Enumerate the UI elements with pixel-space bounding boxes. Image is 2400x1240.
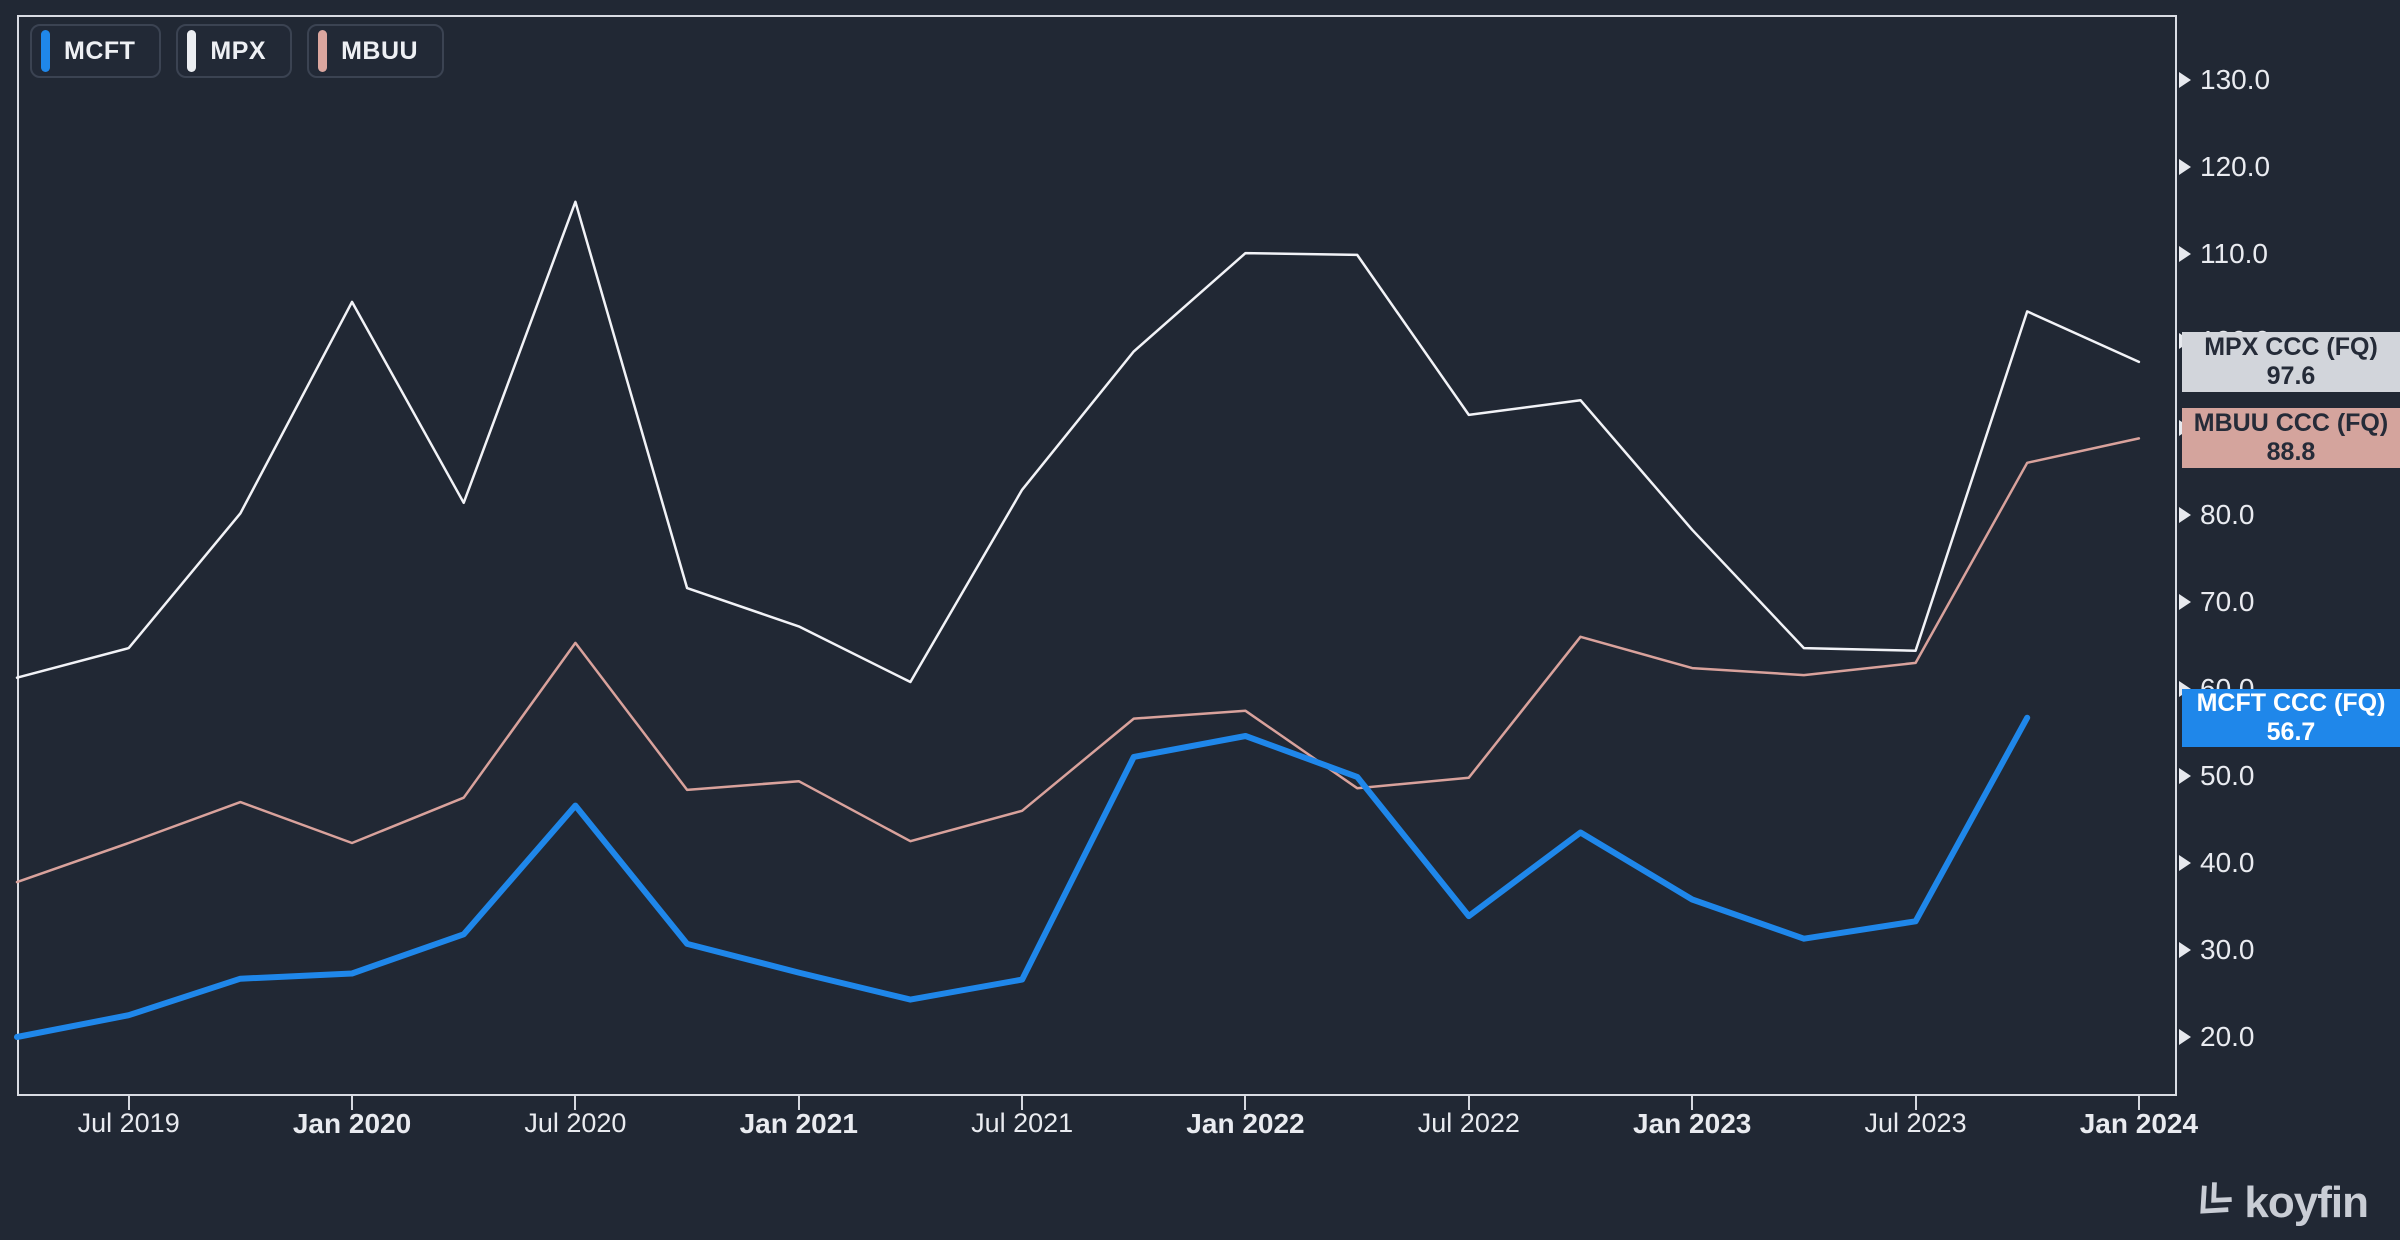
y-tick-arrow <box>2179 246 2191 262</box>
plot-area-border <box>17 15 2177 1096</box>
legend-color-bar <box>41 30 50 72</box>
x-tick-mark <box>797 1096 800 1110</box>
x-tick-mark <box>574 1096 577 1110</box>
legend-chip-mpx[interactable]: MPX <box>176 24 293 78</box>
x-tick-mark <box>1244 1096 1247 1110</box>
x-tick-label: Jan 2020 <box>292 1108 412 1139</box>
koyfin-watermark: koyfin <box>2188 1178 2369 1228</box>
y-tick-arrow <box>2179 942 2191 958</box>
series-value-label-title: MBUU CCC (FQ) <box>2193 409 2389 438</box>
series-value-label-mbuu: MBUU CCC (FQ) 88.8 <box>2182 408 2400 469</box>
x-tick-mark <box>1021 1096 1024 1110</box>
legend-chip-mcft[interactable]: MCFT <box>30 24 162 78</box>
x-tick-label: Jul 2023 <box>1864 1108 1967 1138</box>
y-tick-label: 20.0 <box>2200 1021 2255 1052</box>
x-tick-mark <box>127 1096 130 1110</box>
y-tick-label: 30.0 <box>2200 934 2255 965</box>
x-tick-mark <box>351 1096 354 1110</box>
y-tick-label: 50.0 <box>2200 760 2255 791</box>
y-tick-arrow <box>2179 159 2191 175</box>
x-tick-mark <box>1691 1096 1694 1110</box>
x-tick-label: Jul 2022 <box>1417 1108 1520 1138</box>
x-tick-label: Jan 2024 <box>2079 1108 2199 1139</box>
y-tick-arrow <box>2179 1029 2191 1045</box>
series-value-label-title: MCFT CCC (FQ) <box>2196 688 2386 717</box>
chart-canvas[interactable] <box>14 15 2177 1096</box>
x-tick-mark <box>1914 1096 1917 1110</box>
legend-color-bar <box>187 30 197 72</box>
series-line-mcft <box>14 714 2031 1040</box>
y-tick-arrow <box>2179 594 2191 610</box>
x-tick-label: Jan 2023 <box>1633 1108 1752 1139</box>
y-tick-label: 130.0 <box>2200 64 2271 95</box>
y-tick-label: 110.0 <box>2200 238 2268 269</box>
y-tick-label: 120.0 <box>2200 151 2271 182</box>
x-tick-label: Jan 2021 <box>739 1108 858 1139</box>
series-value-label-mpx: MPX CCC (FQ) 97.6 <box>2182 331 2400 392</box>
series-line-mbuu <box>15 437 2141 884</box>
legend-color-bar <box>318 30 328 72</box>
series-value-label-value: 56.7 <box>2266 717 2316 746</box>
series-value-label-value: 97.6 <box>2266 361 2316 390</box>
x-tick-label: Jan 2022 <box>1186 1108 1305 1139</box>
series-value-label-title: MPX CCC (FQ) <box>2204 332 2378 361</box>
y-tick-label: 70.0 <box>2200 586 2255 617</box>
y-tick-label: 40.0 <box>2200 847 2255 878</box>
y-tick-arrow <box>2179 507 2191 523</box>
koyfin-watermark-text: koyfin <box>2244 1178 2369 1227</box>
x-tick-mark <box>1467 1096 1470 1110</box>
y-tick-arrow <box>2179 768 2191 784</box>
x-tick-mark <box>2137 1096 2140 1110</box>
legend-chip-label: MPX <box>210 36 267 65</box>
series-line-mpx <box>15 200 2141 684</box>
x-tick-label: Jul 2021 <box>971 1108 1074 1138</box>
legend-chip-label: MCFT <box>64 36 136 65</box>
koyfin-logo-icon <box>2200 1182 2233 1214</box>
series-value-label-mcft: MCFT CCC (FQ) 56.7 <box>2182 688 2400 747</box>
y-tick-label: 80.0 <box>2200 499 2255 530</box>
x-tick-label: Jul 2020 <box>524 1108 627 1138</box>
y-tick-arrow <box>2179 72 2191 88</box>
x-tick-label: Jul 2019 <box>77 1108 180 1138</box>
y-tick-arrow <box>2179 855 2191 871</box>
legend-chip-mbuu[interactable]: MBUU <box>307 24 445 78</box>
legend-chip-label: MBUU <box>341 36 419 65</box>
legend: MCFT MPX MBUU <box>30 24 445 78</box>
series-value-label-value: 88.8 <box>2266 438 2316 467</box>
